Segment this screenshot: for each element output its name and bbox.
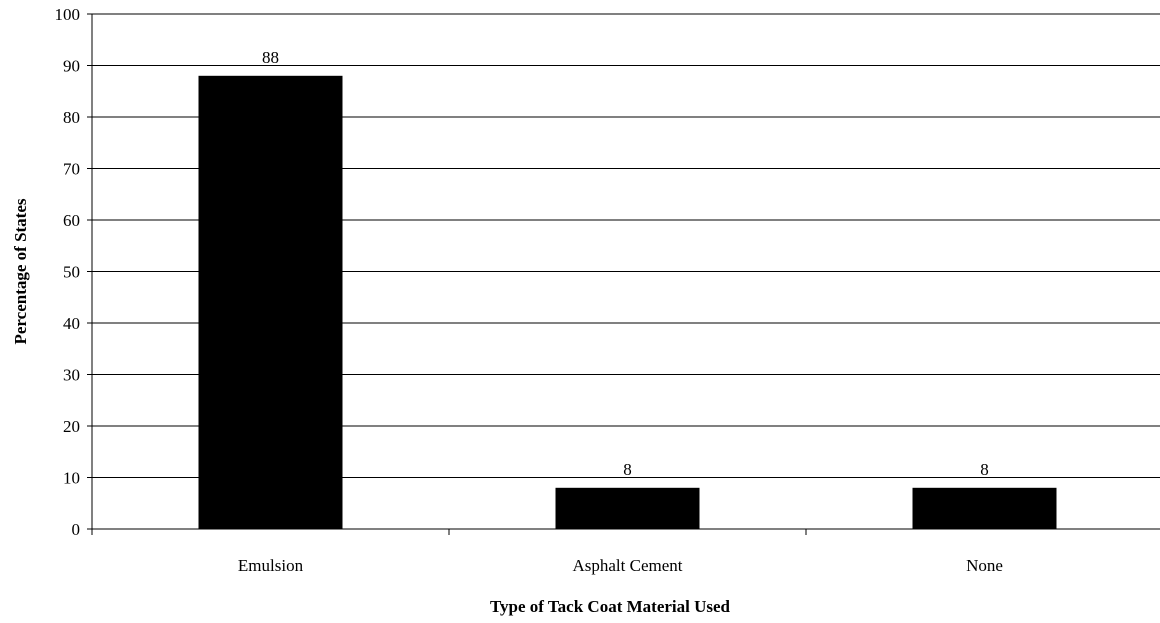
y-tick-label: 100 <box>55 5 81 24</box>
bar-emulsion <box>198 75 343 530</box>
y-tick-label: 20 <box>63 417 80 436</box>
x-tick-label: Emulsion <box>238 556 304 575</box>
x-tick-labels: Emulsion Asphalt Cement None <box>238 556 1003 575</box>
y-tick-label: 10 <box>63 469 80 488</box>
data-labels: 888 8 <box>262 48 989 479</box>
axes <box>87 13 1160 535</box>
y-tick-label: 70 <box>63 160 80 179</box>
y-tick-label: 80 <box>63 108 80 127</box>
y-tick-label: 90 <box>63 57 80 76</box>
x-axis-title: Type of Tack Coat Material Used <box>490 597 731 616</box>
y-tick-label: 40 <box>63 314 80 333</box>
y-tick-label: 30 <box>63 366 80 385</box>
data-label: 8 <box>980 460 989 479</box>
data-label: 8 <box>623 460 632 479</box>
y-axis-title: Percentage of States <box>11 198 30 344</box>
data-label: 88 <box>262 48 279 67</box>
y-tick-label: 60 <box>63 211 80 230</box>
y-tick-labels: 0 10 20 30 40 50 60 70 80 90 100 <box>55 5 81 539</box>
x-tick-label: None <box>966 556 1003 575</box>
x-tick-label: Asphalt Cement <box>572 556 682 575</box>
y-tick-label: 50 <box>63 263 80 282</box>
bar-none <box>912 487 1057 529</box>
y-tick-label: 0 <box>72 520 81 539</box>
bars <box>198 75 1057 530</box>
bar-asphalt-cement <box>555 487 700 529</box>
